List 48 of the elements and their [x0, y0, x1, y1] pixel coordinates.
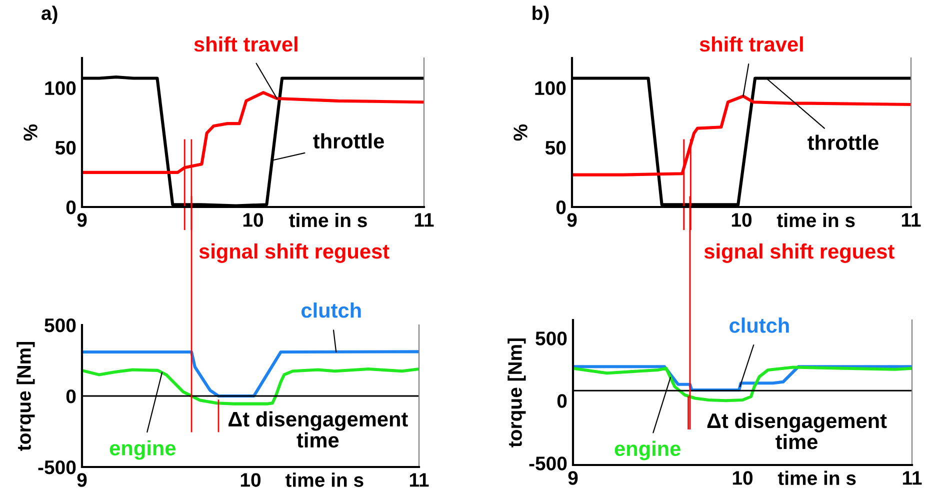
y-tick-label: 0: [556, 200, 566, 214]
series-label: clutch: [730, 318, 789, 333]
y-tick-label: 100: [535, 81, 566, 96]
y-axis-title: torque [Nm]: [508, 338, 526, 448]
series-label: clutch: [302, 302, 361, 318]
x-tick-label: 9: [77, 213, 87, 227]
text: engine: [614, 440, 680, 460]
y-tick-label: 50: [545, 140, 566, 155]
y-tick-label: 0: [66, 200, 76, 214]
y-axis-title: %: [514, 124, 528, 141]
x-tick-label: 9: [77, 473, 87, 487]
ref-line-label: signal shift reguest: [704, 243, 894, 263]
chart-title: a): [42, 6, 58, 24]
text: engine: [110, 440, 176, 460]
text: shift travel: [700, 36, 803, 52]
ref-line-label: Δt disengagement time: [228, 411, 408, 448]
text: throttle: [808, 134, 878, 150]
line-series: [573, 366, 912, 402]
ref-line-label: Δt disengagement time: [707, 412, 887, 450]
chart-title: b): [532, 6, 549, 24]
y-tick-label: 0: [557, 394, 567, 408]
y-tick-label: 0: [66, 389, 76, 404]
y-tick-label: -500: [38, 460, 76, 474]
x-axis-title: time in s: [285, 472, 364, 487]
x-tick-label: 9: [568, 471, 578, 485]
x-tick-label: 11: [902, 471, 922, 485]
x-tick-label: 10: [243, 213, 264, 227]
text: shift travel: [194, 36, 298, 52]
x-axis-title: time in s: [778, 470, 856, 486]
ref-line-label: signal shift reguest: [199, 243, 390, 263]
y-axis-title: torque [Nm]: [16, 342, 35, 451]
x-axis-title: time in s: [289, 212, 367, 228]
y-tick-label: 100: [45, 81, 76, 96]
y-axis-title: %: [24, 124, 38, 141]
x-tick-label: 10: [240, 473, 261, 487]
y-tick-label: 500: [44, 318, 76, 332]
x-tick-label: 11: [410, 473, 429, 487]
x-tick-label: 10: [732, 471, 753, 485]
line-series: [82, 367, 419, 406]
x-tick-label: 10: [732, 213, 752, 227]
x-tick-label: 9: [567, 213, 577, 227]
y-tick-label: 50: [55, 140, 76, 155]
x-tick-label: 11: [902, 213, 921, 227]
series-label: throttle: [313, 133, 384, 149]
y-tick-label: -500: [529, 456, 567, 470]
y-tick-label: 500: [536, 332, 567, 346]
x-axis-title: time in s: [776, 212, 855, 228]
x-tick-label: 11: [414, 213, 434, 227]
